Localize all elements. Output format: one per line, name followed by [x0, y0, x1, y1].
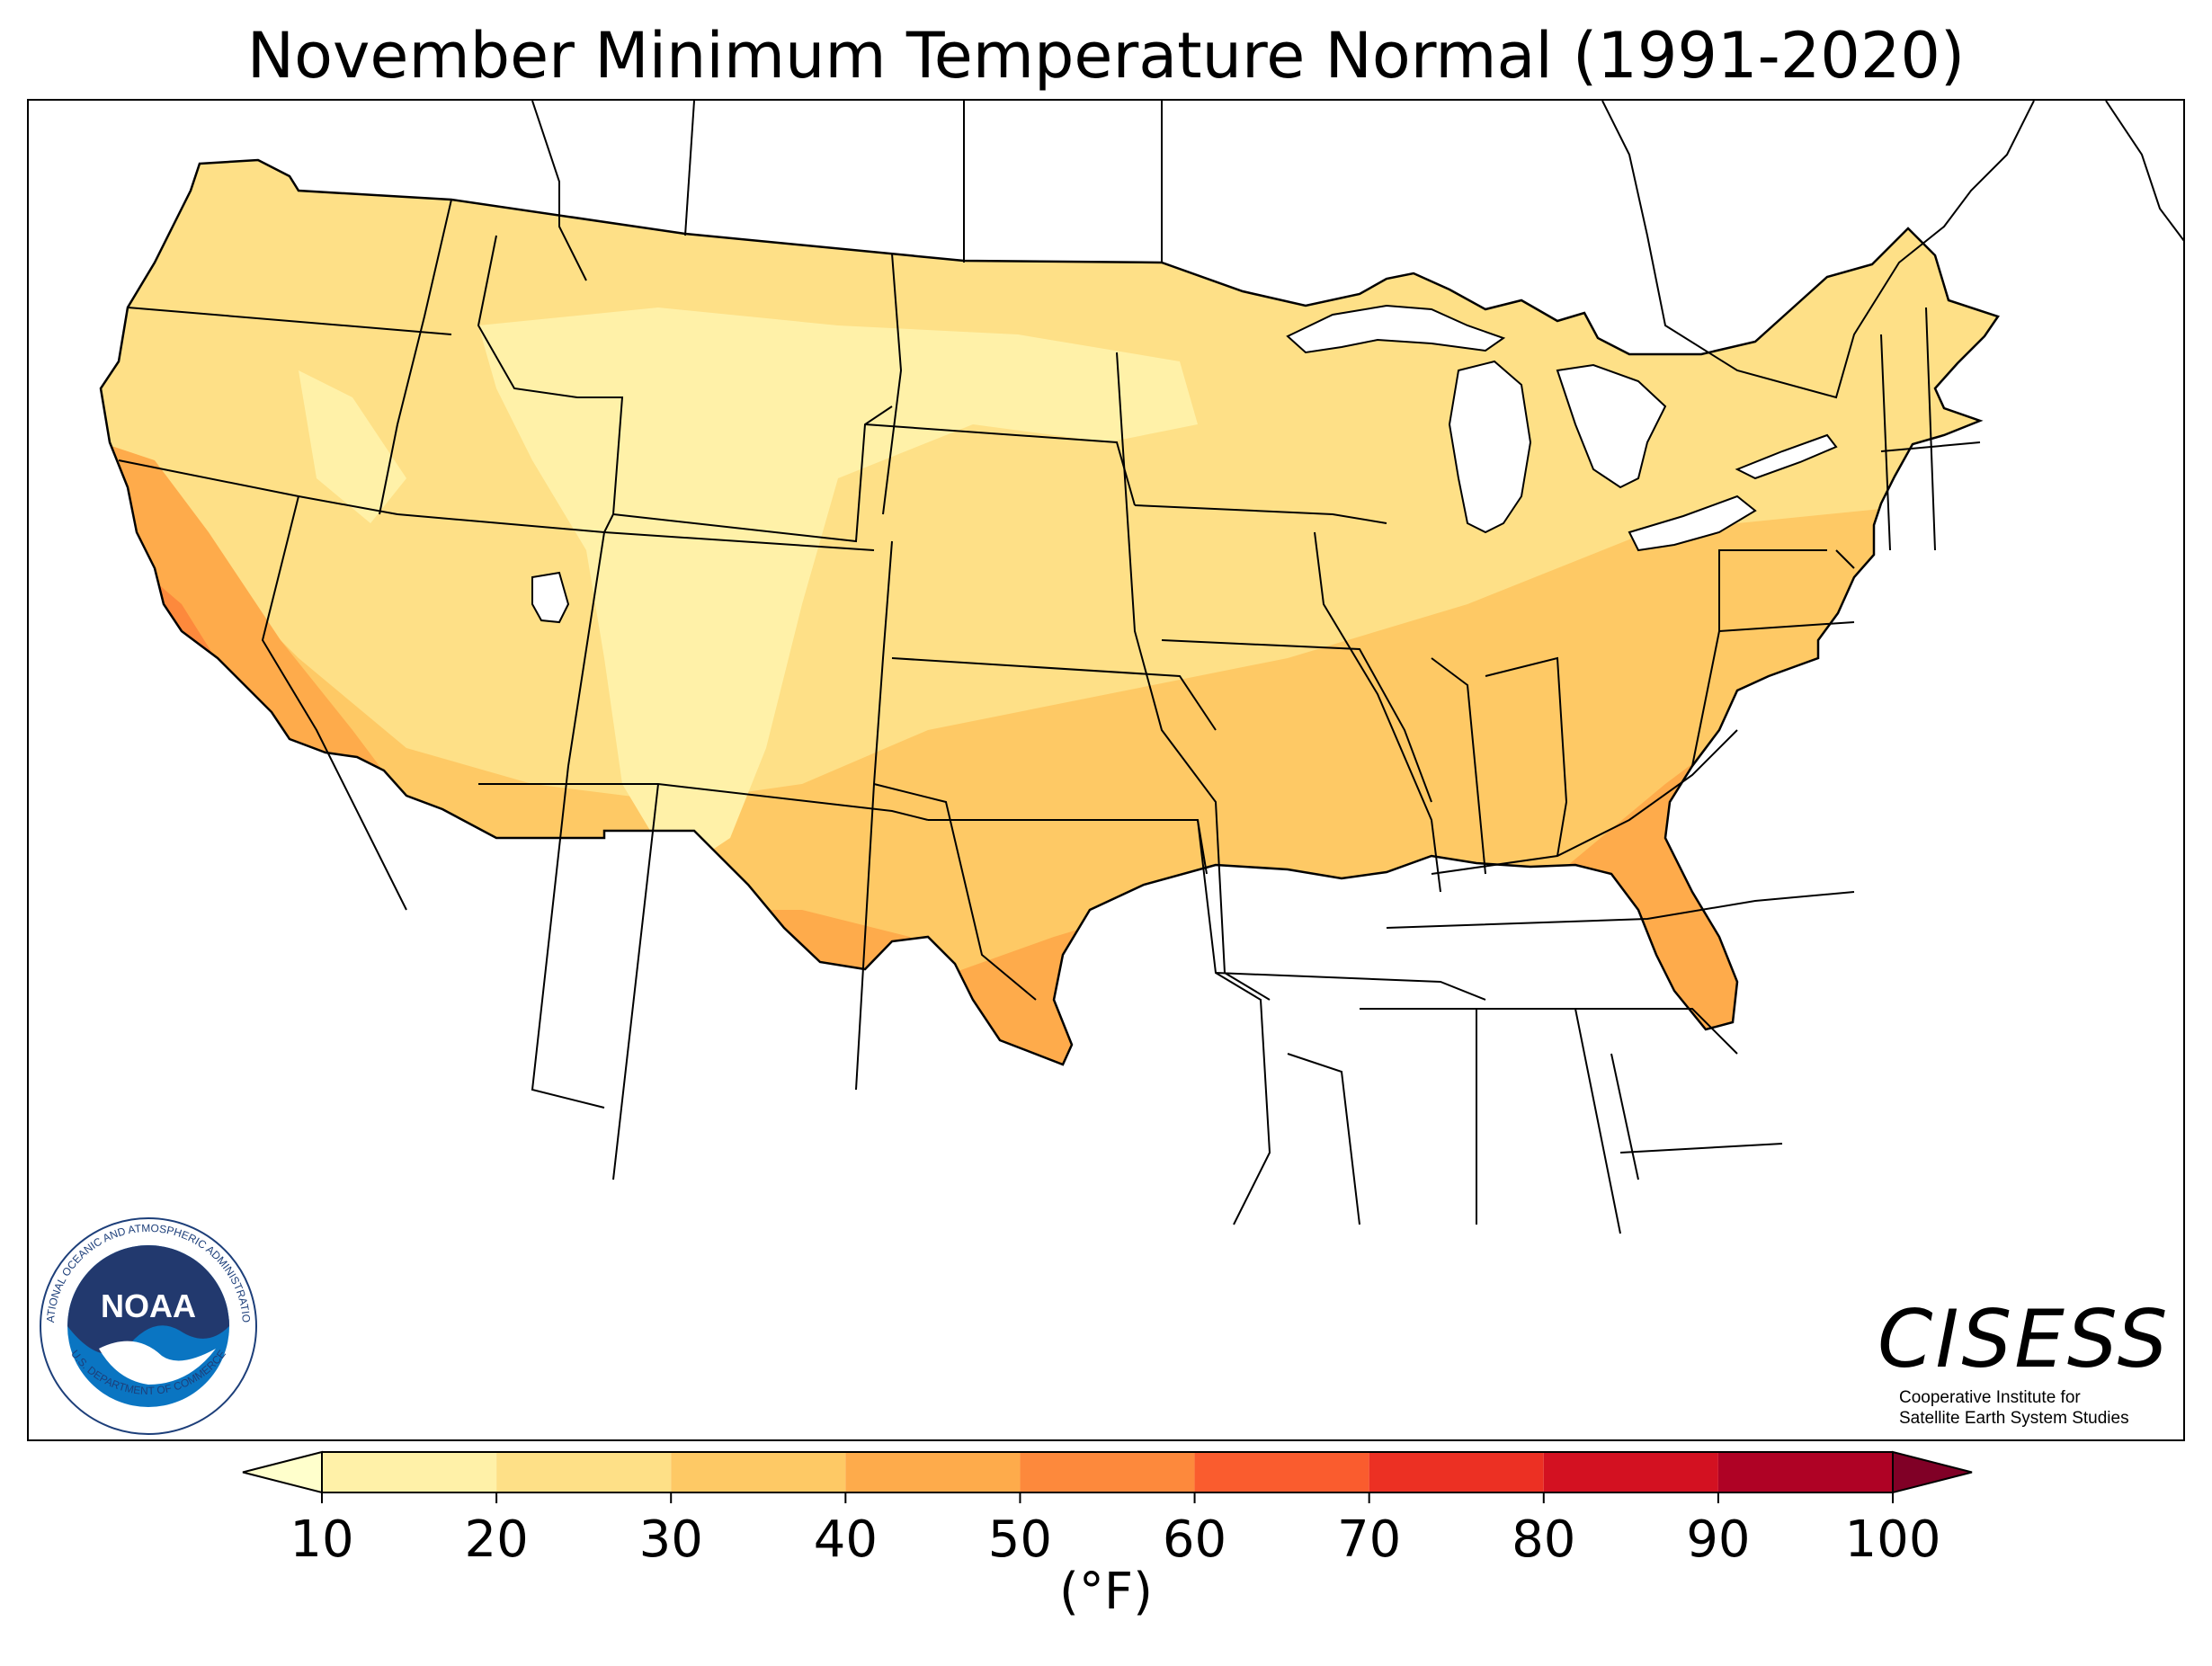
colorbar-bin-5	[1194, 1452, 1369, 1492]
colorbar-tick-label: 50	[987, 1510, 1053, 1569]
cisess-logo: CISESS	[1878, 1293, 2171, 1385]
colorbar-bin-0	[322, 1452, 497, 1492]
colorbar-tick-label: 100	[1844, 1510, 1941, 1569]
cisess-subtitle-line1: Cooperative Institute for	[1899, 1388, 2081, 1407]
colorbar-bin-2	[671, 1452, 846, 1492]
colorbar-bin-6	[1369, 1452, 1544, 1492]
noaa-logo: NOAA NATIONAL OCEANIC AND ATMOSPHERIC AD…	[36, 1214, 257, 1435]
noaa-center-text: NOAA	[101, 1287, 196, 1324]
colorbar-tick-label: 20	[464, 1510, 529, 1569]
colorbar-tick-label: 70	[1337, 1510, 1402, 1569]
colorbar-ticks	[321, 1492, 1894, 1503]
temperature-map	[99, 101, 2183, 1234]
colorbar-bin-1	[496, 1452, 672, 1492]
temperature-field	[101, 160, 1998, 1065]
state-boundaries	[118, 199, 1981, 1234]
colorbar-bin-7	[1543, 1452, 1718, 1492]
colorbar-over-triangle	[1892, 1450, 1973, 1494]
colorbar-bin-4	[1020, 1452, 1195, 1492]
neighbor-borders	[531, 101, 2183, 399]
colorbar-tick-label: 90	[1686, 1510, 1751, 1569]
page-title: November Minimum Temperature Normal (199…	[246, 19, 1966, 93]
colorbar-tick-label: 40	[813, 1510, 878, 1569]
map-frame	[27, 99, 2185, 1441]
colorbar-under-triangle	[242, 1450, 323, 1494]
colorbar-bin-3	[845, 1452, 1021, 1492]
colorbar-outline	[322, 1451, 1893, 1493]
colorbar-tick-label: 10	[290, 1510, 354, 1569]
cisess-subtitle-line2: Satellite Earth System Studies	[1899, 1409, 2129, 1428]
great-lakes	[531, 304, 1838, 624]
colorbar-bin-8	[1717, 1452, 1893, 1492]
colorbar-tick-label: 60	[1162, 1510, 1227, 1569]
colorbar-tick-label: 30	[638, 1510, 703, 1569]
colorbar-bins	[322, 1451, 1893, 1493]
colorbar-tick-label: 80	[1512, 1510, 1576, 1569]
colorbar-unit-label: (°F)	[1059, 1563, 1153, 1621]
